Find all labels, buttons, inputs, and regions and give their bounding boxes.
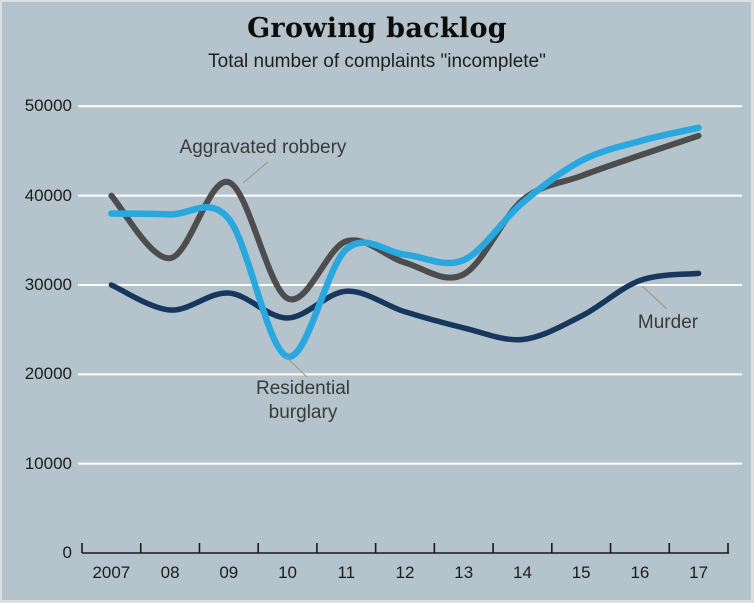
y-tick-label-50000: 50000 — [24, 96, 72, 116]
annotation-text-line: Murder — [637, 312, 699, 333]
y-tick-label-0: 0 — [62, 543, 72, 562]
series-line-murder — [108, 270, 702, 343]
annotation-leader-line — [641, 285, 668, 310]
x-tick-label-13: 13 — [454, 563, 474, 582]
x-tick-label-14: 14 — [512, 563, 532, 582]
series-annotation-murder: Murder — [638, 311, 698, 335]
chart-subtitle: Total number of complaints "incomplete" — [208, 51, 546, 72]
chart-title: Growing backlog — [247, 13, 507, 44]
x-tick-label-12: 12 — [395, 563, 415, 582]
series-annotation-aggravated-robbery: Aggravated robbery — [180, 136, 347, 160]
x-tick-label-16: 16 — [630, 563, 650, 582]
x-tick-label-15: 15 — [571, 563, 591, 582]
annotation-leader-line — [285, 356, 308, 378]
annotation-text-line: Residential — [256, 378, 350, 399]
x-tick-label-11: 11 — [337, 563, 356, 582]
x-tick-label-10: 10 — [278, 563, 297, 582]
annotation-text-line: Aggravated robbery — [179, 137, 347, 158]
series-annotation-residential-burglary: Residential burglary — [256, 377, 350, 425]
annotation-text-line: burglary — [268, 402, 338, 423]
x-tick-label-2007: 2007 — [92, 563, 131, 582]
series-line-residential-burglary — [108, 124, 702, 360]
y-tick-label-40000: 40000 — [24, 185, 72, 205]
x-tick-label-17: 17 — [689, 563, 709, 582]
series-line-aggravated-robbery — [108, 132, 702, 303]
x-tick-label-08: 08 — [160, 563, 180, 582]
annotation-leader-line — [242, 161, 269, 184]
y-tick-label-10000: 10000 — [24, 453, 72, 473]
y-tick-label-30000: 30000 — [24, 274, 72, 294]
x-tick-label-09: 09 — [219, 563, 239, 582]
y-tick-label-20000: 20000 — [24, 364, 72, 384]
